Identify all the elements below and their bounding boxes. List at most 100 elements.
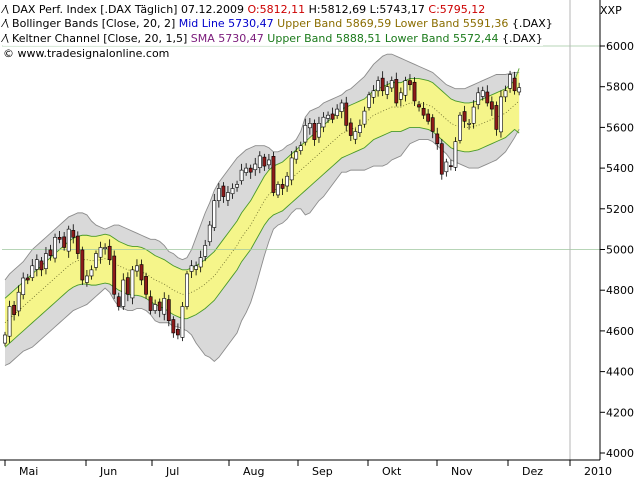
candle-body bbox=[239, 169, 244, 182]
candle-body bbox=[166, 299, 171, 322]
candle-body bbox=[389, 80, 394, 89]
price-tick-label: 4600 bbox=[606, 325, 634, 338]
watermark-text: www.tradesignalonline.com bbox=[17, 47, 170, 60]
price-tick-label: 5200 bbox=[606, 203, 634, 216]
candle-body bbox=[430, 117, 435, 132]
time-axis: Mai Jun Jul Aug Sep Okt Nov Dez 2010 bbox=[0, 459, 612, 478]
candle-body bbox=[348, 122, 353, 136]
candle-body bbox=[176, 328, 180, 336]
time-tick-label: Jul bbox=[165, 465, 179, 478]
candle-body bbox=[285, 175, 290, 187]
watermark: © www.tradesignalonline.com bbox=[3, 47, 169, 61]
candle-body bbox=[276, 184, 280, 196]
candle-body bbox=[162, 298, 167, 315]
candle-body bbox=[180, 306, 185, 338]
candle-body bbox=[7, 306, 12, 337]
candle-body bbox=[94, 253, 98, 268]
time-tick-label: 2010 bbox=[584, 465, 612, 478]
keltner-lower: Lower Band 5572,44 bbox=[384, 32, 499, 45]
candle-body bbox=[57, 236, 62, 240]
candle-body bbox=[135, 265, 139, 272]
candle-body bbox=[185, 273, 189, 307]
candle-body bbox=[216, 188, 221, 201]
candle-body bbox=[499, 96, 503, 133]
candle-body bbox=[426, 113, 431, 122]
candle-body bbox=[16, 291, 21, 312]
candle-body bbox=[257, 155, 262, 168]
candle-body bbox=[353, 131, 358, 140]
bollinger-mid-line bbox=[4, 100, 520, 324]
candle-body bbox=[248, 167, 253, 173]
candle-body bbox=[171, 319, 176, 334]
open-value: O:5812,11 bbox=[247, 3, 306, 16]
candle-body bbox=[367, 94, 371, 108]
candle-body bbox=[408, 80, 412, 85]
candle-body bbox=[103, 247, 108, 249]
candle-body bbox=[203, 245, 208, 257]
keltner-upper-line bbox=[4, 68, 520, 299]
candle-body bbox=[394, 79, 399, 104]
copyright-icon: © bbox=[3, 47, 18, 60]
candle-body bbox=[344, 102, 349, 126]
candle-body bbox=[371, 90, 376, 98]
candle-body bbox=[130, 269, 135, 299]
candle-body bbox=[439, 143, 444, 175]
candle-body bbox=[362, 110, 367, 125]
candle-body bbox=[435, 133, 440, 144]
candle-body bbox=[25, 277, 30, 281]
candle-body bbox=[471, 106, 476, 124]
price-tick-label: 4800 bbox=[606, 284, 634, 297]
high-value: H:5812,69 bbox=[308, 3, 367, 16]
legend-marker-icon: ⁄\ bbox=[3, 3, 13, 16]
candle-body bbox=[289, 157, 294, 181]
candle-body bbox=[476, 92, 481, 105]
candle-body bbox=[85, 275, 89, 283]
candle-body bbox=[112, 255, 117, 295]
candle-body bbox=[262, 156, 267, 167]
candle-body bbox=[458, 114, 462, 141]
keltner-symbol: {.DAX} bbox=[502, 32, 543, 45]
candle-body bbox=[321, 116, 326, 128]
legend-bollinger: ⁄\ Bollinger Bands [Close, 20, 2] Mid Li… bbox=[3, 17, 553, 31]
candle-body bbox=[462, 111, 467, 122]
time-tick-label: Dez bbox=[522, 465, 543, 478]
candle-body bbox=[303, 125, 308, 143]
bollinger-mid: Mid Line 5730,47 bbox=[178, 17, 274, 30]
candle-body bbox=[398, 92, 403, 100]
keltner-upper: Upper Band 5888,51 bbox=[267, 32, 382, 45]
candle-body bbox=[417, 104, 421, 108]
candle-body bbox=[494, 105, 499, 130]
axis-corner-label: XXP bbox=[600, 4, 622, 17]
candle-body bbox=[148, 296, 153, 311]
time-tick-label: Mai bbox=[19, 465, 38, 478]
candle-body bbox=[244, 167, 249, 173]
candle-body bbox=[448, 165, 453, 167]
candle-body bbox=[71, 230, 76, 238]
candle-body bbox=[98, 247, 103, 258]
candle-body bbox=[335, 108, 340, 116]
candle-body bbox=[12, 304, 17, 315]
time-tick-label: Okt bbox=[382, 465, 402, 478]
candle-body bbox=[212, 200, 217, 228]
candle-body bbox=[467, 123, 472, 125]
candle-body bbox=[235, 184, 239, 188]
candle-body bbox=[189, 265, 194, 272]
candle-body bbox=[517, 87, 522, 93]
candle-body bbox=[44, 253, 48, 269]
keltner-sma: SMA 5730,47 bbox=[190, 32, 264, 45]
candle-body bbox=[489, 101, 494, 110]
legend-instrument: ⁄\ DAX Perf. Index [.DAX Täglich] 07.12.… bbox=[3, 3, 486, 17]
candle-body bbox=[480, 90, 485, 97]
candle-body bbox=[21, 277, 26, 295]
candle-body bbox=[339, 102, 344, 112]
bollinger-upper: Upper Band 5869,59 bbox=[277, 17, 392, 30]
price-tick-label: 5800 bbox=[606, 81, 634, 94]
candle-body bbox=[75, 235, 80, 254]
price-tick-label: 5000 bbox=[606, 244, 634, 257]
candle-body bbox=[312, 123, 317, 140]
candle-body bbox=[66, 228, 71, 252]
candle-body bbox=[144, 276, 148, 295]
candle-body bbox=[503, 90, 508, 98]
candle-body bbox=[298, 145, 303, 151]
